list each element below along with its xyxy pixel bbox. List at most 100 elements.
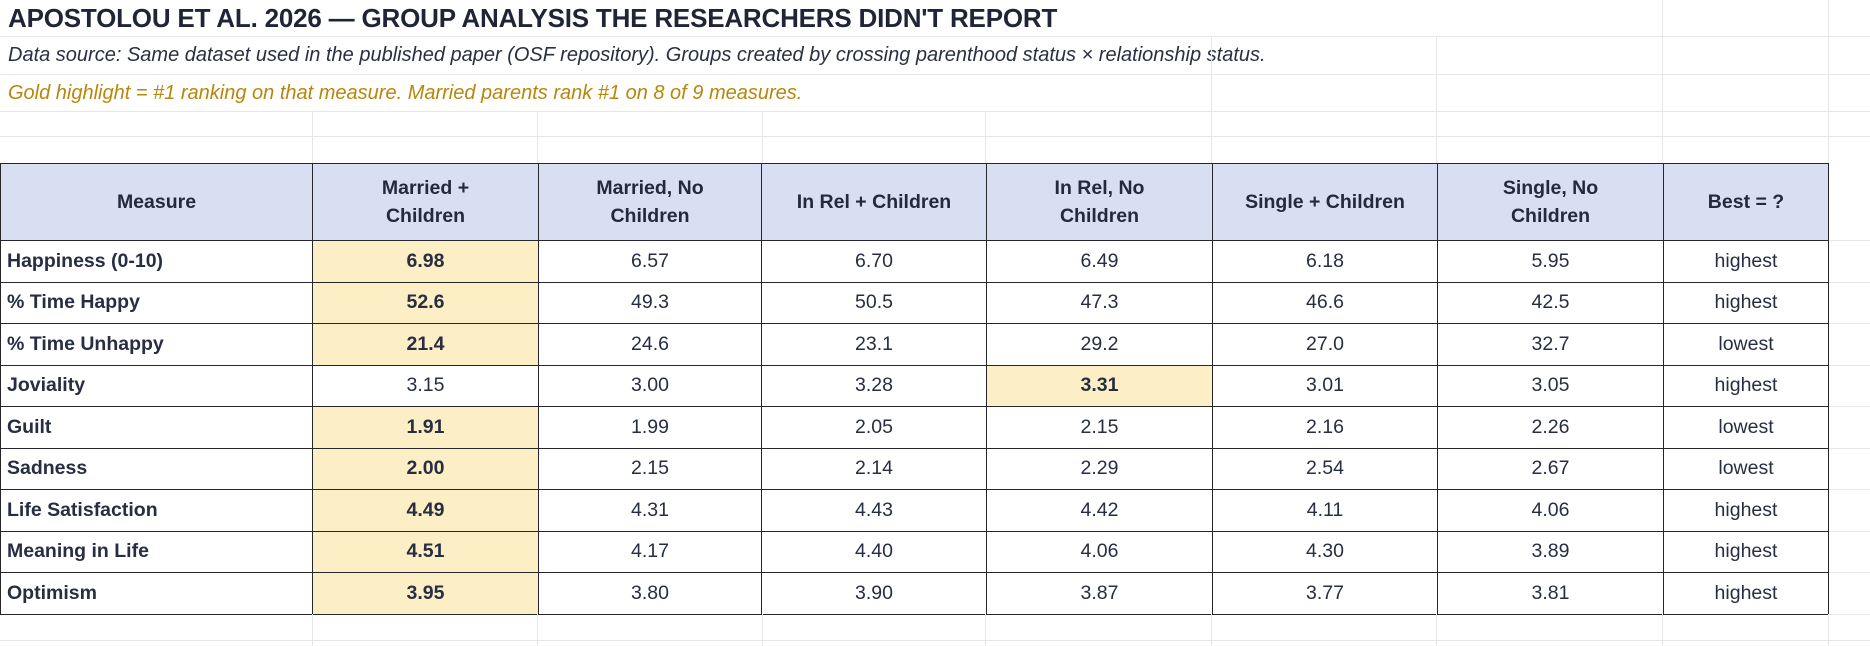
value-cell[interactable]: 4.11 [1212, 489, 1438, 532]
value-cell[interactable]: 2.26 [1437, 406, 1664, 449]
best-direction-cell[interactable]: highest [1663, 364, 1829, 407]
value-cell[interactable]: 29.2 [986, 323, 1213, 366]
gridline [1829, 531, 1870, 532]
best-direction-cell[interactable]: highest [1663, 572, 1829, 615]
analysis-table: Measure Married + Children Married, No Chi… [0, 163, 1829, 615]
value-cell[interactable]: 4.06 [986, 530, 1213, 573]
value-cell-top-ranked[interactable]: 4.49 [312, 489, 539, 532]
measure-label[interactable]: Optimism [0, 572, 313, 615]
data-source-row: Data source: Same dataset used in the pu… [0, 37, 1870, 75]
measure-label[interactable]: % Time Happy [0, 281, 313, 324]
value-cell[interactable]: 4.43 [761, 489, 987, 532]
gridline [1829, 489, 1870, 490]
value-cell[interactable]: 2.29 [986, 447, 1213, 490]
value-cell-top-ranked[interactable]: 3.31 [986, 364, 1213, 407]
value-cell[interactable]: 4.31 [538, 489, 762, 532]
value-cell[interactable]: 4.30 [1212, 530, 1438, 573]
column-header-single-children[interactable]: Single + Children [1212, 163, 1438, 241]
measure-label[interactable]: Meaning in Life [0, 530, 313, 573]
value-cell-top-ranked[interactable]: 1.91 [312, 406, 539, 449]
value-cell[interactable]: 2.16 [1212, 406, 1438, 449]
gridline [312, 112, 313, 163]
value-cell[interactable]: 6.49 [986, 240, 1213, 283]
measure-label[interactable]: Happiness (0-10) [0, 240, 313, 283]
best-direction-cell[interactable]: lowest [1663, 406, 1829, 449]
value-cell[interactable]: 46.6 [1212, 281, 1438, 324]
value-cell[interactable]: 4.42 [986, 489, 1213, 532]
value-cell-top-ranked[interactable]: 6.98 [312, 240, 539, 283]
value-cell[interactable]: 3.90 [761, 572, 987, 615]
value-cell[interactable]: 2.14 [761, 447, 987, 490]
value-cell[interactable]: 3.01 [1212, 364, 1438, 407]
column-header-measure[interactable]: Measure [0, 163, 313, 241]
best-direction-cell[interactable]: highest [1663, 240, 1829, 283]
gridline [1436, 112, 1437, 163]
gridline [1211, 75, 1212, 112]
best-direction-cell[interactable]: lowest [1663, 447, 1829, 490]
value-cell-top-ranked[interactable]: 2.00 [312, 447, 539, 490]
gridline [312, 614, 313, 646]
column-header-best[interactable]: Best = ? [1663, 163, 1829, 241]
value-cell[interactable]: 6.57 [538, 240, 762, 283]
value-cell[interactable]: 3.89 [1437, 530, 1664, 573]
measure-label[interactable]: Life Satisfaction [0, 489, 313, 532]
measure-label[interactable]: Joviality [0, 364, 313, 407]
value-cell[interactable]: 4.17 [538, 530, 762, 573]
measure-label[interactable]: Sadness [0, 447, 313, 490]
value-cell[interactable]: 2.15 [538, 447, 762, 490]
value-cell[interactable]: 3.77 [1212, 572, 1438, 615]
value-cell[interactable]: 4.06 [1437, 489, 1664, 532]
value-cell[interactable]: 2.67 [1437, 447, 1664, 490]
measure-label[interactable]: Guilt [0, 406, 313, 449]
value-cell[interactable]: 49.3 [538, 281, 762, 324]
value-cell[interactable]: 3.80 [538, 572, 762, 615]
column-header-in-rel-no-children[interactable]: In Rel, No Children [986, 163, 1213, 241]
value-cell-top-ranked[interactable]: 4.51 [312, 530, 539, 573]
gridline [1829, 572, 1870, 573]
gridline [537, 614, 538, 646]
value-cell[interactable]: 3.81 [1437, 572, 1664, 615]
value-cell-top-ranked[interactable]: 3.95 [312, 572, 539, 615]
gridline [985, 112, 986, 163]
value-cell-top-ranked[interactable]: 21.4 [312, 323, 539, 366]
value-cell[interactable]: 3.00 [538, 364, 762, 407]
value-cell[interactable]: 24.6 [538, 323, 762, 366]
value-cell[interactable]: 27.0 [1212, 323, 1438, 366]
value-cell[interactable]: 5.95 [1437, 240, 1664, 283]
value-cell[interactable]: 42.5 [1437, 281, 1664, 324]
value-cell[interactable]: 4.40 [761, 530, 987, 573]
best-direction-cell[interactable]: highest [1663, 530, 1829, 573]
value-cell[interactable]: 50.5 [761, 281, 987, 324]
value-cell[interactable]: 47.3 [986, 281, 1213, 324]
value-cell[interactable]: 2.54 [1212, 447, 1438, 490]
best-direction-cell[interactable]: highest [1663, 281, 1829, 324]
title-row: APOSTOLOU ET AL. 2026 — GROUP ANALYSIS T… [0, 0, 1870, 37]
column-header-in-rel-children[interactable]: In Rel + Children [761, 163, 987, 241]
table-row-joviality: Joviality 3.15 3.00 3.28 3.31 3.01 3.05 highest [0, 364, 1829, 407]
value-cell[interactable]: 23.1 [761, 323, 987, 366]
value-cell-top-ranked[interactable]: 52.6 [312, 281, 539, 324]
data-source-note: Data source: Same dataset used in the pu… [8, 44, 1266, 66]
table-row-optimism: Optimism 3.95 3.80 3.90 3.87 3.77 3.81 highest [0, 572, 1829, 615]
value-cell[interactable]: 3.05 [1437, 364, 1664, 407]
value-cell[interactable]: 2.05 [761, 406, 987, 449]
value-cell[interactable]: 6.70 [761, 240, 987, 283]
gridline [537, 112, 538, 163]
column-header-married-children[interactable]: Married + Children [312, 163, 539, 241]
gridline [1662, 614, 1663, 646]
value-cell[interactable]: 1.99 [538, 406, 762, 449]
best-direction-cell[interactable]: lowest [1663, 323, 1829, 366]
gridline [1436, 614, 1437, 646]
table-row-time-happy: % Time Happy 52.6 49.3 50.5 47.3 46.6 42.5 high… [0, 281, 1829, 324]
column-header-single-no-children[interactable]: Single, No Children [1437, 163, 1664, 241]
measure-label[interactable]: % Time Unhappy [0, 323, 313, 366]
value-cell[interactable]: 3.87 [986, 572, 1213, 615]
gridline [985, 614, 986, 646]
value-cell[interactable]: 32.7 [1437, 323, 1664, 366]
value-cell[interactable]: 6.18 [1212, 240, 1438, 283]
value-cell[interactable]: 3.15 [312, 364, 539, 407]
column-header-married-no-children[interactable]: Married, No Children [538, 163, 762, 241]
value-cell[interactable]: 3.28 [761, 364, 987, 407]
value-cell[interactable]: 2.15 [986, 406, 1213, 449]
best-direction-cell[interactable]: highest [1663, 489, 1829, 532]
